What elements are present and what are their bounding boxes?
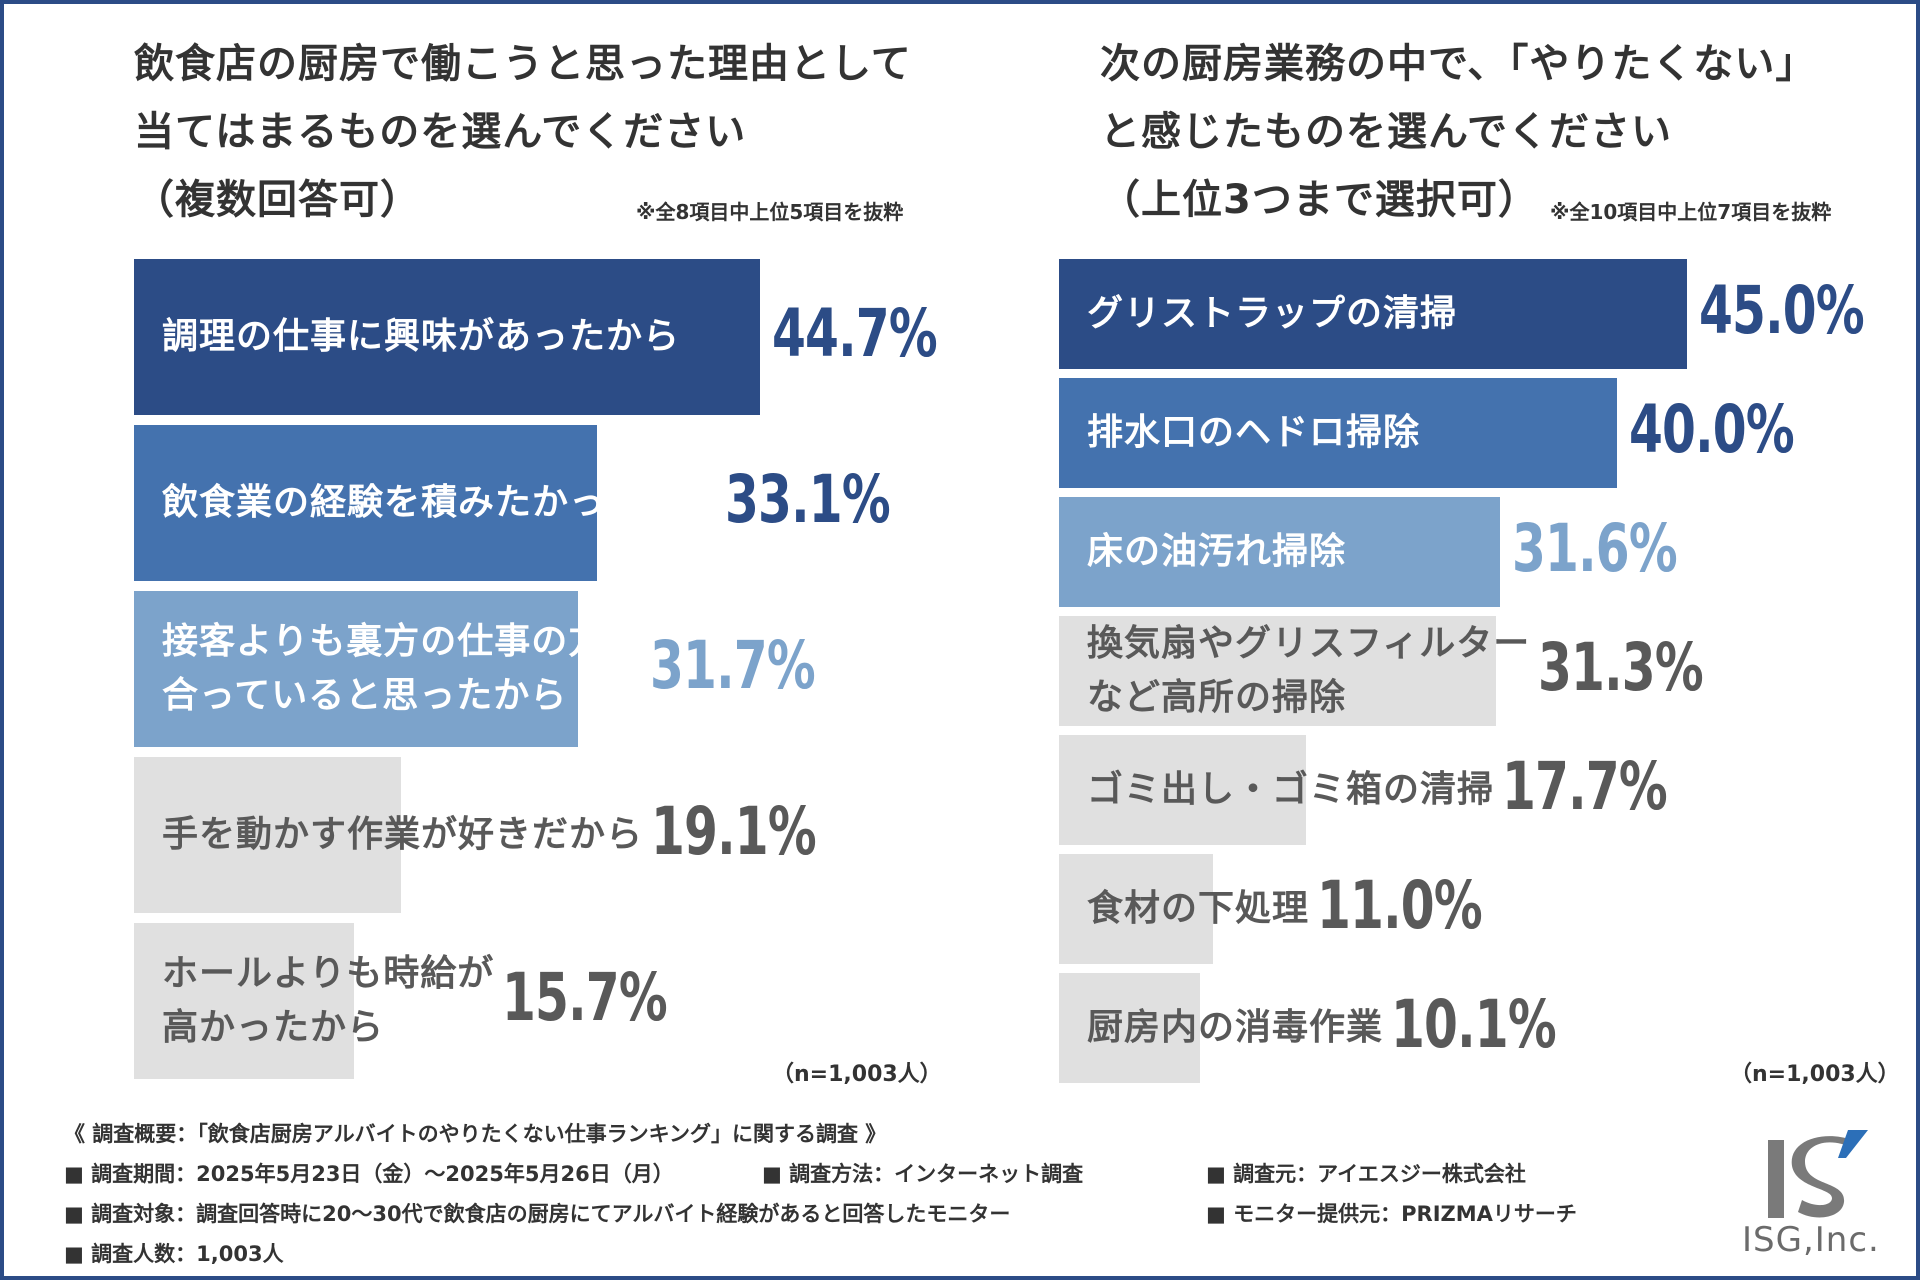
right-bar-value-3: 31.6% (1511, 510, 1678, 587)
right-title: 次の厨房業務の中で、「やりたくない」 と感じたものを選んでください （上位3つま… (1100, 30, 1816, 234)
survey-heading: 《 調査概要：「飲食店厨房アルバイトのやりたくない仕事ランキング」に関する調査 … (64, 1122, 887, 1146)
right-title-line-3: （上位3つまで選択可） (1100, 177, 1539, 223)
left-bar-value-4: 19.1% (651, 793, 817, 870)
left-bar-5 (134, 923, 354, 1079)
left-bar-label-3: 接客よりも裏方の仕事の方が 合っていると思ったから (162, 621, 643, 716)
right-bar-value-5: 17.7% (1502, 748, 1668, 825)
left-title-line-1: 飲食店の厨房で働こうと思った理由として (134, 41, 912, 87)
survey-period: ■ 調査期間：2025年5月23日（金）～2025年5月26日（月） (64, 1162, 674, 1186)
right-bar-value-2: 40.0% (1629, 391, 1795, 468)
left-bar-value-5: 15.7% (502, 959, 668, 1036)
right-bar-label-7: 厨房内の消毒作業 (1087, 1007, 1384, 1048)
survey-count: ■ 調査人数：1,003人 (64, 1242, 284, 1266)
right-bar-value-6: 11.0% (1317, 867, 1483, 944)
right-bar-6 (1059, 854, 1213, 964)
survey-target: ■ 調査対象：調査回答時に20～30代で飲食店の厨房にてアルバイト経験があると回… (64, 1202, 1011, 1226)
right-bar-value-1: 45.0% (1699, 272, 1865, 349)
isg-logo-icon: IS (1740, 1126, 1868, 1218)
left-bar-2 (134, 425, 598, 581)
logo-text: ISG,Inc. (1742, 1220, 1880, 1260)
left-bar-label-2: 飲食業の経験を積みたかったから (162, 482, 718, 523)
left-bar-4 (134, 757, 402, 913)
left-title-line-2: 当てはまるものを選んでください (134, 109, 747, 155)
left-sample-size: （n=1,003人） (772, 1062, 942, 1087)
right-bar-label-1: グリストラップの清掃 (1087, 293, 1458, 334)
right-bar-1 (1059, 259, 1687, 369)
right-bar-label-3: 床の油汚れ掃除 (1087, 531, 1347, 572)
right-bar-label-4: 換気扇やグリスフィルター など高所の掃除 (1087, 623, 1531, 718)
left-title: 飲食店の厨房で働こうと思った理由として 当てはまるものを選んでください （複数回… (134, 30, 912, 234)
left-title-line-3: （複数回答可） (134, 177, 421, 223)
left-bar-value-3: 31.7% (650, 627, 816, 704)
survey-source: ■ 調査元：アイエスジー株式会社 (1206, 1162, 1526, 1186)
logo-mark: IS (1740, 1126, 1741, 1127)
left-bar-label-1: 調理の仕事に興味があったから (162, 316, 681, 357)
left-bar-label-5: ホールよりも時給が 高かったから (162, 953, 495, 1048)
left-bar-1 (134, 259, 760, 415)
left-bar-label-4: 手を動かす作業が好きだから (162, 814, 644, 855)
right-note: ※全10項目中上位7項目を抜粋 (1550, 200, 1832, 224)
left-bar-3 (134, 591, 578, 747)
right-bar-label-5: ゴミ出し・ゴミ箱の清掃 (1087, 769, 1495, 810)
left-note: ※全8項目中上位5項目を抜粋 (636, 200, 904, 224)
right-bar-value-7: 10.1% (1391, 986, 1557, 1063)
left-bar-value-2: 33.1% (725, 461, 891, 538)
right-bar-label-6: 食材の下処理 (1087, 888, 1310, 929)
right-bar-value-4: 31.3% (1538, 629, 1704, 706)
right-bar-7 (1059, 973, 1200, 1083)
right-title-line-1: 次の厨房業務の中で、「やりたくない」 (1100, 41, 1817, 87)
survey-provider: ■ モニター提供元：PRIZMAリサーチ (1206, 1202, 1577, 1226)
survey-method: ■ 調査方法：インターネット調査 (762, 1162, 1084, 1186)
right-bar-3 (1059, 497, 1500, 607)
right-title-line-2: と感じたものを選んでください (1100, 109, 1672, 155)
right-bar-label-2: 排水口のヘドロ掃除 (1087, 412, 1421, 453)
left-bar-value-1: 44.7% (771, 295, 938, 372)
right-bar-2 (1059, 378, 1618, 488)
right-sample-size: （n=1,003人） (1730, 1062, 1900, 1087)
right-bar-4 (1059, 616, 1496, 726)
right-bar-5 (1059, 735, 1306, 845)
